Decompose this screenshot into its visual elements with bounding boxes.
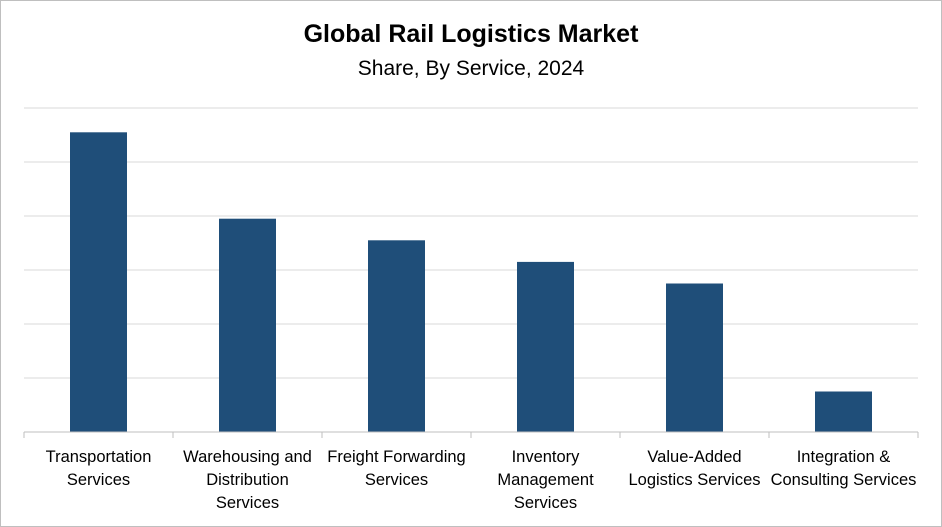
x-tick-label: Inventory Management Services [497,448,594,512]
x-tick-label: Value-Added Logistics Services [628,448,761,489]
bar [517,261,574,432]
x-tick-label: Integration & Consulting Services [770,448,917,489]
chart-title: Global Rail Logistics Market [303,20,639,48]
bar [666,283,723,432]
x-tick-label: Freight Forwarding Services [327,448,466,489]
bar [368,240,425,432]
x-tick-label: Transportation Services [45,448,152,489]
x-tick-label: Warehousing and Distribution Services [183,448,312,512]
bar [219,218,276,432]
bar [815,391,872,432]
chart-subtitle: Share, By Service, 2024 [357,57,585,80]
bar [70,132,127,433]
